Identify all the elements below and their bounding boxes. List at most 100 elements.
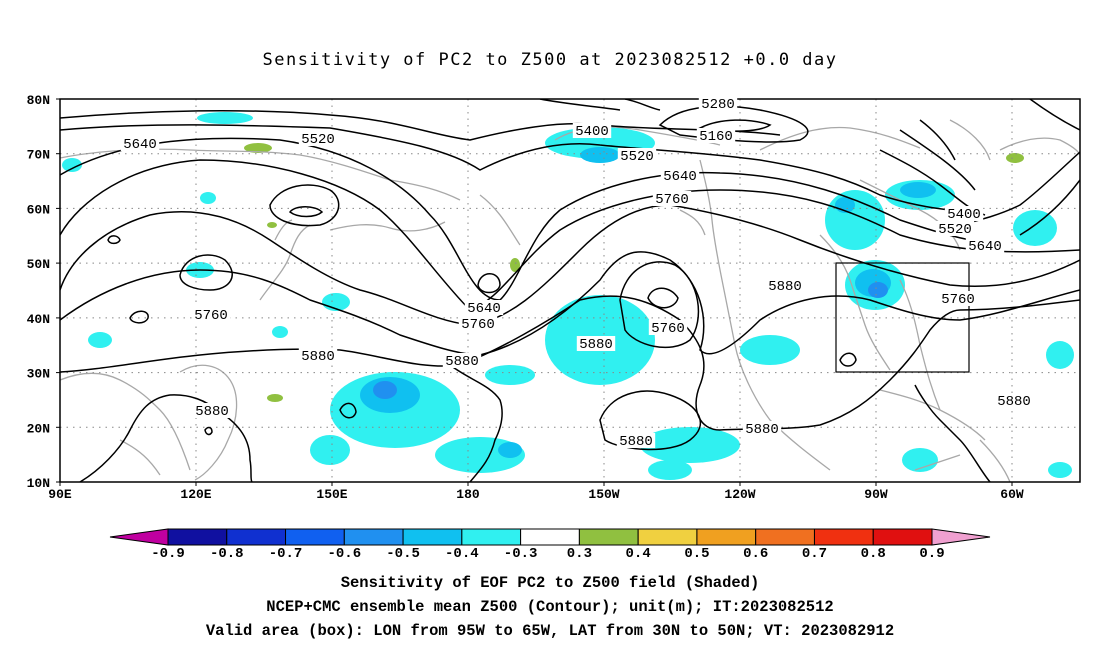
contour-label: 5640	[663, 169, 697, 185]
contour-label-bg	[191, 307, 231, 322]
lat-tick-label: 30N	[27, 367, 50, 382]
lon-tick-label: 60W	[1000, 487, 1024, 502]
contour-label-bg	[935, 221, 975, 236]
contour-label: 5160	[699, 129, 733, 145]
contour-label: 5760	[461, 317, 495, 333]
contour-label-bg	[458, 316, 498, 331]
valid-area-box	[835, 262, 970, 373]
lat-tick-label: 40N	[27, 312, 50, 327]
contour-label: 5880	[301, 349, 335, 365]
lat-tick-label: 20N	[27, 421, 50, 436]
contour-label-bg	[616, 433, 656, 448]
colorbar-bin	[461, 528, 522, 546]
lat-tick-label: 70N	[27, 148, 50, 163]
colorbar-bin	[637, 528, 698, 546]
contour-label-bg	[944, 206, 984, 221]
lon-tick-label: 150E	[316, 487, 347, 502]
contour-label-bg	[765, 278, 805, 293]
contour-label-bg	[192, 403, 232, 418]
contour-label: 5520	[301, 132, 335, 148]
colorbar-bin	[285, 528, 345, 546]
contour-label: 5760	[655, 192, 689, 208]
footer-line-3: Valid area (box): LON from 95W to 65W, L…	[205, 622, 895, 640]
contour-label-bg	[442, 353, 482, 368]
contour-label-bg	[696, 128, 736, 143]
contour-label: 5400	[575, 124, 609, 140]
colorbar-label: -0.5	[386, 546, 420, 562]
contour-label: 5880	[745, 422, 779, 438]
contour-label-bg	[698, 96, 738, 111]
z500-sensitivity-map: 5280516054005520564055205640576054005520…	[27, 93, 1081, 502]
colorbar-bin	[402, 528, 463, 546]
contour-label: 5280	[701, 97, 735, 113]
contour-label-bg	[298, 131, 338, 146]
colorbar-label: -0.7	[269, 546, 303, 562]
lat-tick-label: 60N	[27, 202, 50, 217]
chart-title: Sensitivity of PC2 to Z500 at 2023082512…	[262, 50, 838, 70]
contour-labels: 5280516054005520564055205640576054005520…	[120, 96, 1034, 450]
colorbar-label: -0.3	[504, 546, 538, 562]
contour-label-bg	[120, 136, 160, 151]
contour-label: 5520	[620, 149, 654, 165]
contour-label: 5760	[651, 321, 685, 337]
contour-label-bg	[572, 123, 612, 138]
contour-label: 5880	[768, 279, 802, 295]
colorbar-label: -0.4	[445, 546, 479, 562]
contour-label-bg	[298, 348, 338, 363]
contour-label: 5400	[947, 207, 981, 223]
lon-tick-label: 90W	[864, 487, 888, 502]
contour-label: 5880	[579, 337, 613, 353]
colorbar-label: 0.9	[919, 546, 944, 562]
colorbar-label: 0.4	[626, 546, 651, 562]
colorbar-label: -0.8	[210, 546, 244, 562]
contour-label: 5880	[997, 394, 1031, 410]
lat-tick-label: 50N	[27, 257, 50, 272]
colorbar-bin	[872, 528, 933, 546]
lat-tick-label: 10N	[27, 476, 50, 491]
contour-label: 5760	[941, 292, 975, 308]
footer-line-1: Sensitivity of EOF PC2 to Z500 field (Sh…	[340, 574, 760, 592]
colorbar-bin	[696, 528, 757, 546]
contour-label: 5760	[194, 308, 228, 324]
contour-label: 5640	[123, 137, 157, 153]
colorbar-bin	[343, 528, 404, 546]
footer-line-2: NCEP+CMC ensemble mean Z500 (Contour); u…	[266, 598, 834, 616]
contour-label-bg	[660, 168, 700, 183]
colorbar-low-end	[109, 528, 169, 546]
z500-contours	[60, 99, 1080, 482]
contour-label-bg	[994, 393, 1034, 408]
colorbar-bin	[226, 528, 287, 546]
lat-tick-label: 80N	[27, 93, 50, 108]
contour-label-bg	[576, 336, 616, 351]
colorbar-bin	[520, 528, 580, 546]
contour-label-bg	[464, 300, 504, 315]
lon-tick-label: 120W	[724, 487, 755, 502]
colorbar-label: 0.8	[861, 546, 886, 562]
colorbar-label: 0.6	[743, 546, 768, 562]
colorbar-bin	[167, 528, 228, 546]
colorbar-label: 0.5	[684, 546, 709, 562]
sensitivity-shading	[62, 112, 1074, 480]
colorbar: -0.9 -0.8 -0.7 -0.6 -0.5 -0.4 -0.3 0.3 0.4 0.5 0.6…	[109, 528, 991, 562]
colorbar-label: -0.9	[151, 546, 185, 562]
contour-label: 5880	[195, 404, 229, 420]
contour-label: 5640	[968, 239, 1002, 255]
contour-label-bg	[617, 148, 657, 163]
contour-label-bg	[652, 191, 692, 206]
contour-label-bg	[742, 421, 782, 436]
colorbar-label: -0.6	[328, 546, 362, 562]
coastlines	[60, 119, 1080, 482]
lon-tick-label: 180	[456, 487, 480, 502]
colorbar-high-end	[931, 528, 991, 546]
colorbar-bin	[578, 528, 639, 546]
contour-label-bg	[938, 291, 978, 306]
colorbar-bin	[755, 528, 815, 546]
contour-label-bg	[648, 320, 688, 335]
contour-label: 5640	[467, 301, 501, 317]
contour-label-bg	[965, 238, 1005, 253]
colorbar-bin	[813, 528, 874, 546]
lon-tick-label: 120E	[180, 487, 211, 502]
lon-tick-label: 90E	[48, 487, 72, 502]
contour-label: 5880	[445, 354, 479, 370]
